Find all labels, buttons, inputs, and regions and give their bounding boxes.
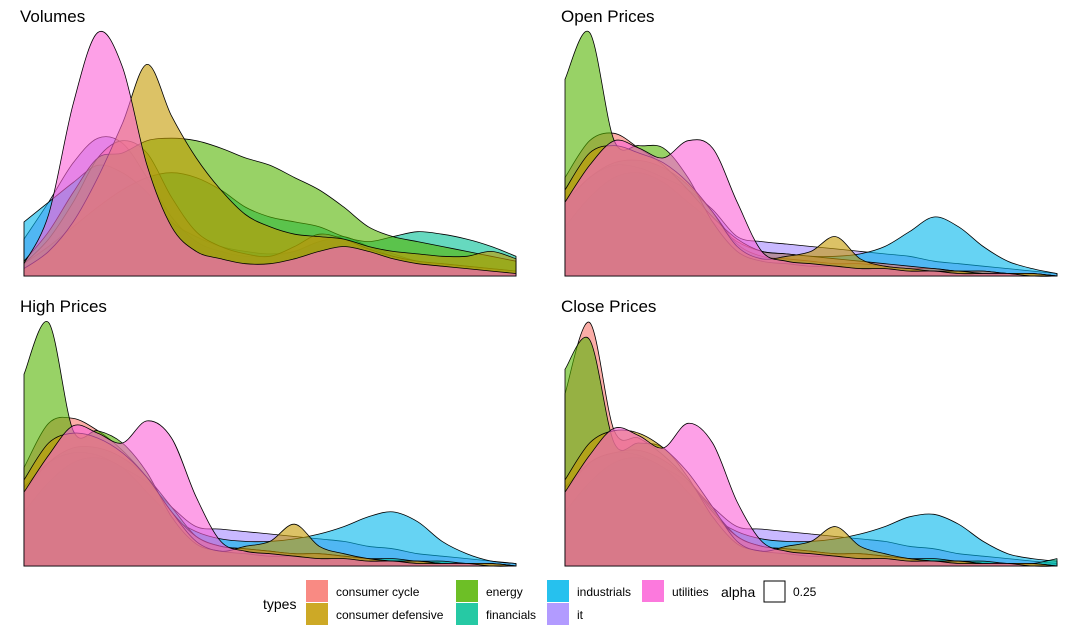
panel-title-volumes: Volumes: [20, 7, 85, 26]
legend-key-utilities: [642, 580, 664, 602]
legend-key-industrials: [547, 580, 569, 602]
panel-close-prices: [564, 322, 1058, 567]
legend-label-consumer-defensive: consumer defensive: [336, 608, 444, 622]
panel-title-open-prices: Open Prices: [561, 7, 655, 26]
panel-title-high-prices: High Prices: [20, 297, 107, 316]
legend-label-energy: energy: [486, 585, 523, 599]
panel-title-close-prices: Close Prices: [561, 297, 656, 316]
legend-label-consumer-cycle: consumer cycle: [336, 585, 420, 599]
legend-key-consumer-cycle: [306, 580, 328, 602]
legend-key-energy: [456, 580, 478, 602]
density-utilities: [564, 139, 1058, 277]
legend-key-financials: [456, 603, 478, 625]
density-utilities: [23, 30, 517, 277]
legend-label-utilities: utilities: [672, 585, 709, 599]
density-utilities: [564, 422, 1058, 567]
panel-volumes: [23, 30, 517, 277]
legend-key-consumer-defensive: [306, 603, 328, 625]
legend-label-industrials: industrials: [577, 585, 631, 599]
legend-label-it: it: [577, 608, 584, 622]
legend-label-financials: financials: [486, 608, 536, 622]
legend-key-it: [547, 603, 569, 625]
density-utilities: [23, 420, 517, 567]
legend-alpha-title: alpha: [721, 584, 755, 600]
legend-key-alpha: [763, 580, 786, 603]
legend-title: types: [263, 596, 296, 612]
legend: types consumer cycle consumer defensive …: [263, 580, 817, 625]
panel-open-prices: [564, 30, 1058, 277]
panel-high-prices: [23, 321, 517, 567]
legend-label-alpha: 0.25: [793, 585, 817, 599]
